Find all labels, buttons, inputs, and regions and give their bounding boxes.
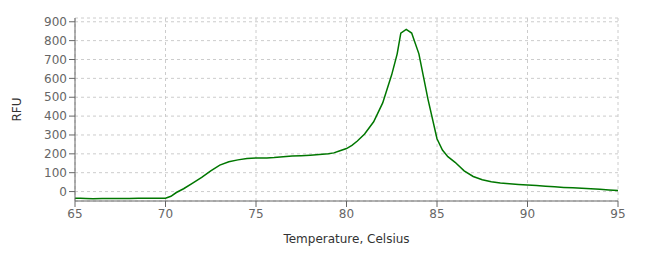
svg-text:70: 70 [158, 207, 173, 221]
svg-text:80: 80 [339, 207, 354, 221]
svg-text:600: 600 [44, 72, 67, 86]
svg-text:500: 500 [44, 90, 67, 104]
svg-text:RFU: RFU [10, 97, 24, 121]
svg-text:95: 95 [610, 207, 625, 221]
svg-text:85: 85 [429, 207, 444, 221]
svg-text:65: 65 [67, 207, 82, 221]
svg-text:700: 700 [44, 53, 67, 67]
svg-text:90: 90 [520, 207, 535, 221]
svg-text:400: 400 [44, 109, 67, 123]
svg-text:Temperature, Celsius: Temperature, Celsius [282, 232, 409, 246]
svg-text:900: 900 [44, 15, 67, 29]
svg-text:300: 300 [44, 128, 67, 142]
svg-text:75: 75 [248, 207, 263, 221]
svg-text:0: 0 [59, 185, 67, 199]
svg-text:100: 100 [44, 166, 67, 180]
svg-text:800: 800 [44, 34, 67, 48]
svg-text:200: 200 [44, 147, 67, 161]
